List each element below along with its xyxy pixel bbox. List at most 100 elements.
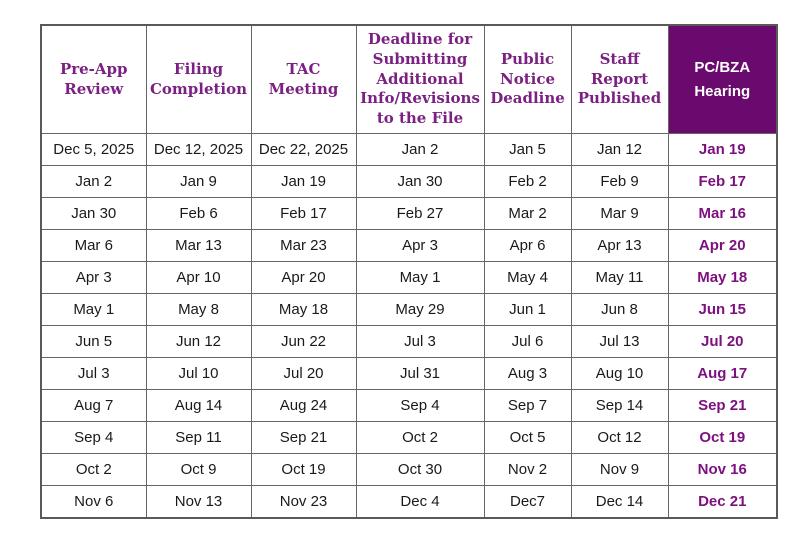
col-header-public-notice-deadline: Public Notice Deadline (483, 24, 572, 134)
table-row: Oct 2 Oct 9 Oct 19 Oct 30 Nov 2 Nov 9 Nov 16 (40, 453, 778, 486)
date-cell: Feb 9 (570, 165, 669, 198)
hearing-date-cell: Oct 19 (667, 421, 778, 454)
date-cell: Feb 6 (145, 197, 252, 230)
date-cell: May 4 (483, 261, 572, 294)
date-cell: Jul 13 (570, 325, 669, 358)
date-cell: Jan 30 (355, 165, 485, 198)
date-cell: Sep 4 (40, 421, 147, 454)
col-header-pc-bza-hearing: PC/BZA Hearing (667, 24, 778, 134)
date-cell: Sep 14 (570, 389, 669, 422)
date-cell: Aug 10 (570, 357, 669, 390)
date-cell: May 1 (355, 261, 485, 294)
date-cell: Jun 1 (483, 293, 572, 326)
date-cell: May 18 (250, 293, 357, 326)
date-cell: Dec 22, 2025 (250, 133, 357, 166)
date-cell: Feb 2 (483, 165, 572, 198)
date-cell: Dec 5, 2025 (40, 133, 147, 166)
date-cell: Apr 20 (250, 261, 357, 294)
header-row: Pre-App Review Filing Completion TAC Mee… (40, 24, 778, 134)
date-cell: Oct 30 (355, 453, 485, 486)
date-cell: Jun 5 (40, 325, 147, 358)
date-cell: Jul 10 (145, 357, 252, 390)
col-header-filing-completion: Filing Completion (145, 24, 252, 134)
date-cell: Nov 6 (40, 485, 147, 519)
hearing-date-cell: Sep 21 (667, 389, 778, 422)
date-cell: Aug 7 (40, 389, 147, 422)
date-cell: Jan 5 (483, 133, 572, 166)
table-row: Jan 2 Jan 9 Jan 19 Jan 30 Feb 2 Feb 9 Feb 17 (40, 165, 778, 198)
hearing-date-cell: Jun 15 (667, 293, 778, 326)
date-cell: Sep 11 (145, 421, 252, 454)
date-cell: Oct 2 (40, 453, 147, 486)
date-cell: Apr 6 (483, 229, 572, 262)
table-row: Jan 30 Feb 6 Feb 17 Feb 27 Mar 2 Mar 9 Mar 16 (40, 197, 778, 230)
table-row: Dec 5, 2025 Dec 12, 2025 Dec 22, 2025 Jan 2… (40, 133, 778, 166)
date-cell: Oct 19 (250, 453, 357, 486)
date-cell: Nov 9 (570, 453, 669, 486)
date-cell: Feb 27 (355, 197, 485, 230)
date-cell: Jun 8 (570, 293, 669, 326)
table-row: May 1 May 8 May 18 May 29 Jun 1 Jun 8 Jun 15 (40, 293, 778, 326)
date-cell: Mar 9 (570, 197, 669, 230)
col-header-pre-app-review: Pre-App Review (40, 24, 147, 134)
date-cell: Jul 20 (250, 357, 357, 390)
date-cell: Jul 31 (355, 357, 485, 390)
date-cell: Jan 2 (40, 165, 147, 198)
date-cell: Dec 12, 2025 (145, 133, 252, 166)
date-cell: Jul 3 (355, 325, 485, 358)
table-row: Jun 5 Jun 12 Jun 22 Jul 3 Jul 6 Jul 13 Jul 20 (40, 325, 778, 358)
date-cell: Jan 9 (145, 165, 252, 198)
date-cell: Aug 14 (145, 389, 252, 422)
table-row: Apr 3 Apr 10 Apr 20 May 1 May 4 May 11 May 18 (40, 261, 778, 294)
table-row: Jul 3 Jul 10 Jul 20 Jul 31 Aug 3 Aug 10 Aug 17 (40, 357, 778, 390)
date-cell: May 29 (355, 293, 485, 326)
hearing-date-cell: Jul 20 (667, 325, 778, 358)
date-cell: Mar 13 (145, 229, 252, 262)
col-header-staff-report-published: Staff Report Published (570, 24, 669, 134)
date-cell: Aug 24 (250, 389, 357, 422)
date-cell: Jan 30 (40, 197, 147, 230)
hearing-date-cell: Aug 17 (667, 357, 778, 390)
date-cell: Dec 4 (355, 485, 485, 519)
date-cell: Jan 12 (570, 133, 669, 166)
date-cell: Apr 13 (570, 229, 669, 262)
table-body: Dec 5, 2025 Dec 12, 2025 Dec 22, 2025 Jan 2… (40, 133, 778, 519)
date-cell: May 1 (40, 293, 147, 326)
date-cell: Jan 2 (355, 133, 485, 166)
date-cell: Apr 3 (40, 261, 147, 294)
table-row: Sep 4 Sep 11 Sep 21 Oct 2 Oct 5 Oct 12 Oct 19 (40, 421, 778, 454)
date-cell: Oct 9 (145, 453, 252, 486)
date-cell: Apr 10 (145, 261, 252, 294)
date-cell: Jul 3 (40, 357, 147, 390)
hearing-date-cell: Apr 20 (667, 229, 778, 262)
date-cell: Jul 6 (483, 325, 572, 358)
date-cell: Nov 2 (483, 453, 572, 486)
col-header-tac-meeting: TAC Meeting (250, 24, 357, 134)
date-cell: Nov 13 (145, 485, 252, 519)
date-cell: Mar 6 (40, 229, 147, 262)
table-row: Aug 7 Aug 14 Aug 24 Sep 4 Sep 7 Sep 14 Sep 21 (40, 389, 778, 422)
date-cell: Aug 3 (483, 357, 572, 390)
date-cell: Oct 2 (355, 421, 485, 454)
date-cell: Apr 3 (355, 229, 485, 262)
hearing-schedule-table: Pre-App Review Filing Completion TAC Mee… (40, 24, 778, 519)
date-cell: Oct 5 (483, 421, 572, 454)
date-cell: Dec 14 (570, 485, 669, 519)
date-cell: Oct 12 (570, 421, 669, 454)
date-cell: Mar 2 (483, 197, 572, 230)
date-cell: Jan 19 (250, 165, 357, 198)
date-cell: Sep 7 (483, 389, 572, 422)
date-cell: Jun 22 (250, 325, 357, 358)
hearing-date-cell: Mar 16 (667, 197, 778, 230)
date-cell: Mar 23 (250, 229, 357, 262)
date-cell: May 11 (570, 261, 669, 294)
hearing-date-cell: Feb 17 (667, 165, 778, 198)
date-cell: Nov 23 (250, 485, 357, 519)
date-cell: Feb 17 (250, 197, 357, 230)
date-cell: Sep 4 (355, 389, 485, 422)
hearing-date-cell: May 18 (667, 261, 778, 294)
hearing-date-cell: Nov 16 (667, 453, 778, 486)
hearing-date-cell: Dec 21 (667, 485, 778, 519)
col-header-deadline-additional-info: Deadline for Submitting Additional Info/… (355, 24, 485, 134)
